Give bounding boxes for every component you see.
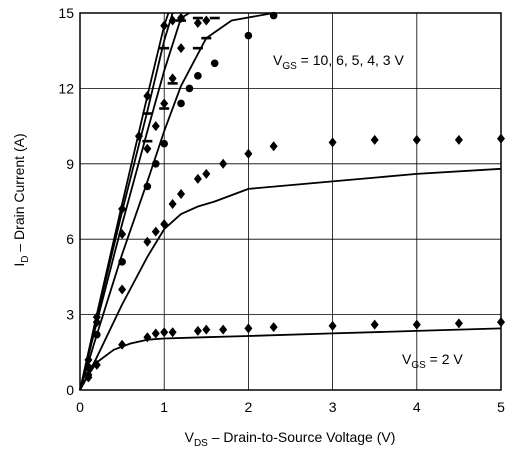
diamond-point (202, 15, 211, 26)
diamond-point (193, 325, 202, 336)
x-tick-label: 2 (245, 399, 253, 415)
dash-point (159, 46, 170, 50)
diamond-point (412, 134, 421, 145)
diamond-point (118, 339, 127, 350)
diamond-point (118, 284, 127, 295)
diamond-point (168, 15, 177, 26)
diamond-point (244, 323, 253, 334)
diamond-point (328, 320, 337, 331)
diamond-point (269, 322, 278, 333)
diamond-point (118, 229, 127, 240)
diamond-point (143, 143, 152, 154)
diamond-point (118, 204, 127, 215)
y-tick-labels: 0 3 6 9 12 15 (58, 5, 74, 398)
circle-point (160, 139, 168, 148)
diamond-point (168, 327, 177, 338)
dash-point (142, 112, 153, 115)
circle-point (93, 330, 101, 339)
circle-point (177, 99, 185, 108)
diamond-point (370, 134, 379, 145)
diamond-point (92, 317, 101, 328)
diamond-point (143, 90, 152, 101)
diamond-point (177, 188, 186, 199)
curve-line (79, 12, 274, 391)
diamond-point (84, 369, 93, 380)
circle-point (118, 258, 126, 266)
x-tick-label: 1 (160, 399, 168, 415)
circle-point (244, 31, 253, 40)
diamond-point (370, 319, 379, 330)
diamond-point (143, 236, 152, 247)
diamond-point (202, 324, 211, 335)
diamond-point (92, 359, 101, 370)
vgs-2v-annotation: VGS = 2 V (402, 351, 463, 371)
y-tick-label: 0 (66, 382, 74, 398)
measured-points (84, 11, 505, 383)
circle-point (143, 182, 152, 191)
circle-point (151, 160, 160, 168)
circle-point (194, 72, 202, 80)
diamond-point (244, 148, 253, 159)
dash-point (159, 107, 170, 110)
vgs-multi-annotation: VGS = 10, 6, 5, 4, 3 V (273, 52, 404, 72)
diamond-point (92, 312, 101, 323)
dash-point (167, 82, 178, 85)
diamond-point (412, 319, 421, 330)
y-tick-label: 3 (66, 307, 74, 323)
diamond-point (202, 168, 211, 179)
y-tick-label: 15 (58, 5, 74, 21)
circle-point (210, 59, 219, 68)
diamond-point (454, 318, 463, 329)
diamond-point (160, 327, 169, 338)
dash-point (176, 19, 187, 22)
diamond-point (160, 20, 169, 31)
diamond-point (134, 131, 143, 142)
x-tick-label: 3 (329, 399, 337, 415)
x-axis-label: VDS – Drain-to-Source Voltage (V) (185, 429, 396, 449)
x-tick-labels: 0 1 2 3 4 5 (76, 399, 505, 415)
diamond-point (151, 226, 160, 237)
y-tick-label: 6 (66, 231, 74, 247)
x-tick-label: 4 (413, 399, 421, 415)
diamond-point (454, 134, 463, 145)
diamond-point (84, 354, 93, 365)
diamond-point (219, 324, 228, 335)
dash-point (192, 16, 203, 20)
diamond-point (168, 73, 177, 84)
x-tick-label: 5 (497, 399, 505, 415)
dash-point (201, 36, 212, 40)
diamond-point (328, 137, 337, 148)
diamond-point (193, 18, 202, 29)
plot-frame (79, 12, 502, 391)
dash-point (192, 46, 203, 50)
y-tick-label: 9 (66, 156, 74, 172)
circle-point (84, 363, 93, 372)
dash-point (209, 16, 220, 20)
diamond-point (151, 121, 160, 132)
diamond-point (193, 173, 202, 184)
diamond-point (168, 199, 177, 210)
y-tick-label: 12 (58, 80, 74, 96)
circle-point (185, 84, 194, 93)
diamond-point (160, 219, 169, 230)
diamond-point (143, 332, 152, 343)
dash-point (142, 139, 153, 143)
y-axis-label: ID – Drain Current (A) (11, 133, 31, 266)
diamond-point (151, 328, 160, 339)
curve-line (79, 167, 502, 391)
curve-line (79, 12, 174, 391)
diamond-point (269, 141, 278, 152)
diamond-point (160, 98, 169, 109)
diamond-point (177, 43, 186, 54)
x-tick-label: 0 (76, 399, 84, 415)
diamond-point (219, 158, 228, 169)
